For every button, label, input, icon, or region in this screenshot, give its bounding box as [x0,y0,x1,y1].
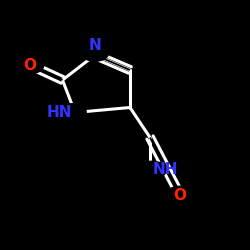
Text: N: N [88,38,102,52]
Ellipse shape [81,44,109,61]
Text: NH: NH [152,162,178,178]
Text: HN: HN [47,105,72,120]
Ellipse shape [139,161,166,179]
Text: O: O [24,58,36,72]
Text: O: O [174,188,186,202]
Ellipse shape [16,56,44,74]
Ellipse shape [166,186,194,204]
Ellipse shape [59,104,86,121]
